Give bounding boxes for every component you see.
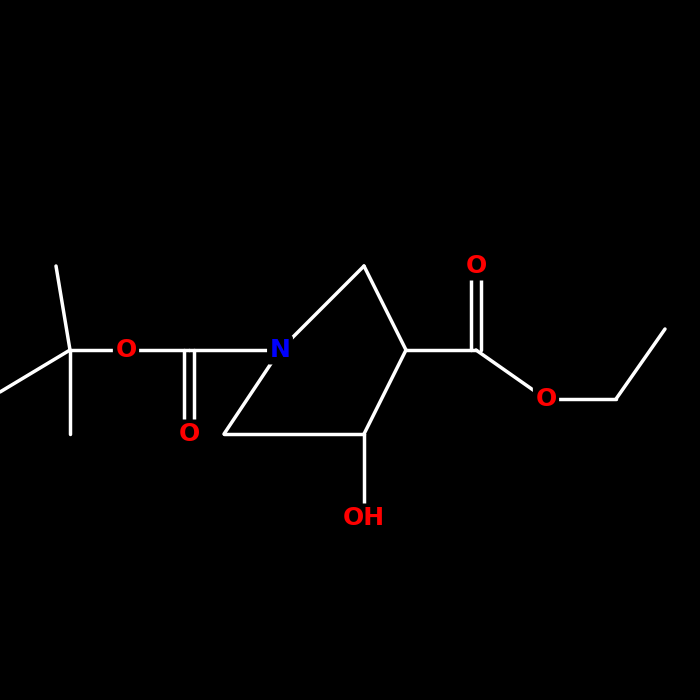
Text: N: N (270, 338, 290, 362)
Text: O: O (116, 338, 136, 362)
Text: O: O (466, 254, 486, 278)
Text: OH: OH (343, 506, 385, 530)
Text: O: O (178, 422, 199, 446)
Text: O: O (536, 387, 556, 411)
